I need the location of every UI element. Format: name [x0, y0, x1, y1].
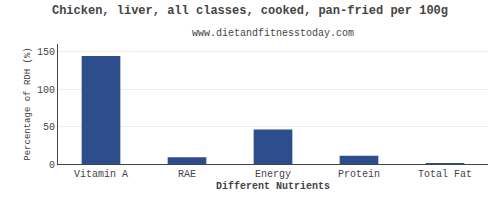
svg-text:150: 150 — [37, 47, 55, 58]
svg-text:Vitamin A: Vitamin A — [74, 169, 128, 180]
svg-text:www.dietandfitnesstoday.com: www.dietandfitnesstoday.com — [192, 28, 354, 39]
svg-text:0: 0 — [49, 160, 55, 171]
svg-text:Total Fat: Total Fat — [418, 169, 472, 180]
svg-text:Chicken, liver, all classes, c: Chicken, liver, all classes, cooked, pan… — [52, 4, 448, 18]
svg-text:Percentage of RDH (%): Percentage of RDH (%) — [23, 47, 33, 160]
svg-text:RAE: RAE — [178, 169, 196, 180]
svg-text:50: 50 — [43, 122, 55, 133]
svg-text:Different Nutrients: Different Nutrients — [216, 181, 330, 192]
svg-text:Energy: Energy — [255, 169, 291, 180]
svg-text:Protein: Protein — [338, 169, 380, 180]
svg-text:100: 100 — [37, 85, 55, 96]
